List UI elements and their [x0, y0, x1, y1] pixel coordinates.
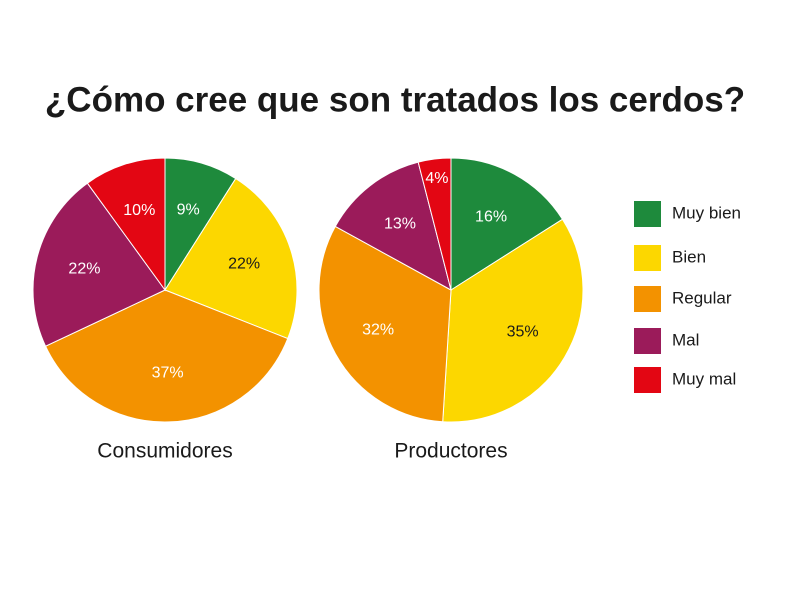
pie-slice: [164, 177, 298, 340]
pie-slice: [334, 161, 452, 291]
pie-slice: [318, 225, 452, 423]
pie-slice: [86, 157, 166, 292]
legend-swatch: [634, 367, 661, 393]
legend-swatch: [634, 286, 661, 312]
pie-slice: [44, 289, 289, 423]
pie-slice: [32, 182, 166, 347]
legend-swatch: [634, 201, 661, 227]
page-title: ¿Cómo cree que son tratados los cerdos?: [45, 80, 745, 119]
value-label: 9%: [177, 201, 200, 218]
value-label: 13%: [384, 216, 416, 233]
value-label: 22%: [68, 261, 100, 278]
legend-swatch: [634, 328, 661, 354]
value-label: 22%: [228, 256, 260, 273]
value-label: 32%: [362, 321, 394, 338]
value-label: 37%: [152, 364, 184, 381]
legend-label: Mal: [672, 330, 699, 349]
legend-label: Muy bien: [672, 203, 741, 222]
pie-slice: [442, 218, 584, 423]
legend-label: Muy mal: [672, 369, 736, 388]
legend-swatch: [634, 245, 661, 271]
value-label: 16%: [475, 208, 507, 225]
value-label: 4%: [425, 170, 448, 187]
chart-title: Productores: [394, 440, 507, 463]
value-label: 35%: [507, 324, 539, 341]
legend-label: Regular: [672, 288, 732, 307]
legend-label: Bien: [672, 247, 706, 266]
pie-slice: [417, 157, 452, 291]
pie-slice: [450, 157, 564, 291]
value-label: 10%: [123, 202, 155, 219]
chart-title: Consumidores: [97, 440, 232, 463]
